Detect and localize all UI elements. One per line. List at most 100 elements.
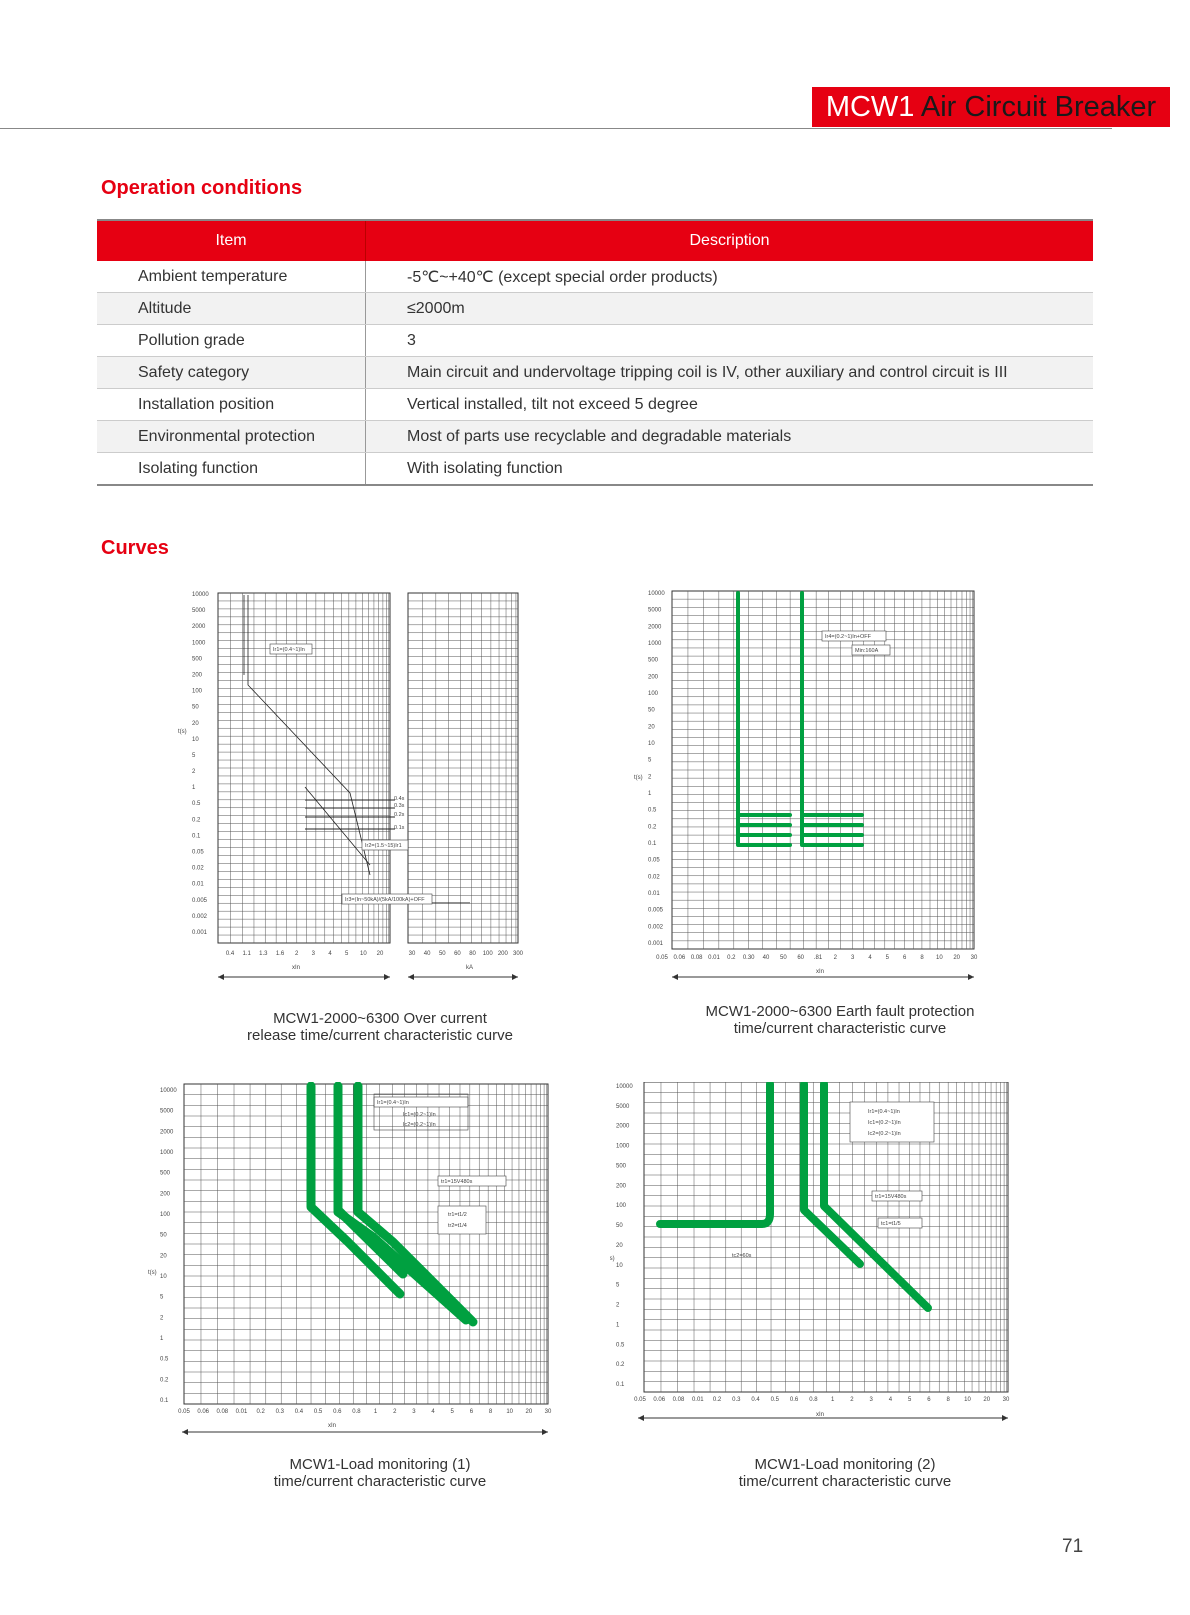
header-model: MCW1 xyxy=(825,91,915,123)
y-tick-label: 2 xyxy=(160,1315,164,1321)
x-tick-label: 0.05 xyxy=(178,1409,190,1415)
arrow-head xyxy=(672,974,678,980)
annotation-label: tr2=t1/4 xyxy=(448,1223,467,1229)
arrow-head xyxy=(512,974,518,980)
x-tick-label: 5 xyxy=(908,1397,912,1403)
x-tick-label: 30 xyxy=(545,1409,552,1415)
annotation-box xyxy=(821,630,887,642)
x-tick-label: 0.4 xyxy=(295,1409,304,1415)
x-tick-label: 30 xyxy=(971,955,978,961)
table-cell-item: Installation position xyxy=(97,388,366,421)
annotation-box xyxy=(437,1175,507,1187)
overload-curve xyxy=(247,595,371,876)
x-tick-label: 0.3 xyxy=(732,1397,741,1403)
y-tick-label: 0.2 xyxy=(160,1377,169,1383)
arrow-head xyxy=(1002,1415,1008,1421)
y-tick-label: 500 xyxy=(616,1163,627,1169)
x-tick-label: 1.1 xyxy=(242,951,251,957)
table-cell-description: 3 xyxy=(365,324,1093,357)
x-tick-label: 8 xyxy=(947,1397,951,1403)
y-tick-label: 20 xyxy=(616,1243,623,1249)
header-rule xyxy=(0,128,1112,129)
y-tick-label: 200 xyxy=(192,672,203,678)
y-tick-label: 10 xyxy=(648,741,655,747)
earth-fault-curve xyxy=(800,591,864,847)
x-tick-label: 300 xyxy=(513,951,524,957)
y-tick-label: 200 xyxy=(616,1183,627,1189)
y-tick-label: 0.005 xyxy=(648,908,664,914)
y-tick-label: 50 xyxy=(616,1223,623,1229)
load-curve-ic2 xyxy=(353,1082,478,1327)
annotation-group-box xyxy=(373,1093,469,1131)
table-cell-description: -5℃~+40℃ (except special order products) xyxy=(365,261,1093,293)
x-tick-label: 0.2 xyxy=(256,1409,265,1415)
y-tick-label: 10000 xyxy=(192,592,209,598)
y-tick-label: 0.2 xyxy=(616,1362,625,1368)
y-tick-label: 10 xyxy=(616,1263,623,1269)
caption-line: MCW1-2000~6300 Earth fault protection xyxy=(705,1003,975,1020)
annotation-label: 0.2s xyxy=(394,812,405,818)
y-tick-label: 10 xyxy=(192,737,199,743)
load-curve-ic1 xyxy=(306,1082,405,1299)
arrow-head xyxy=(182,1429,188,1435)
annotation-box xyxy=(877,1217,923,1229)
y-tick-label: 0.002 xyxy=(192,914,208,920)
y-tick-label: 5000 xyxy=(616,1104,630,1110)
x-tick-label: 0.05 xyxy=(656,955,668,961)
x-tick-label: 0.4 xyxy=(751,1397,760,1403)
x-tick-label: 1.3 xyxy=(259,951,268,957)
y-tick-label: 5 xyxy=(648,758,652,764)
annotation-label: tr1=t1/2 xyxy=(448,1212,467,1218)
x-tick-label: 0.4 xyxy=(226,951,235,957)
y-tick-label: 1000 xyxy=(192,640,206,646)
y-tick-label: 1 xyxy=(192,785,196,791)
x-tick-label: 3 xyxy=(312,951,316,957)
annotation-label: Min:160A xyxy=(855,648,879,654)
y-tick-label: 50 xyxy=(160,1233,167,1239)
caption-line: time/current characteristic curve xyxy=(738,1473,952,1490)
x-tick-label: 4 xyxy=(328,951,332,957)
x-tick-label: 3 xyxy=(869,1397,873,1403)
caption-line: MCW1-2000~6300 Over current xyxy=(273,1010,487,1027)
x-tick-label: 4 xyxy=(868,955,872,961)
y-tick-label: 500 xyxy=(192,656,203,662)
y-tick-label: 1 xyxy=(648,791,652,797)
annotation-label: 0.4s xyxy=(394,796,405,802)
y-tick-label: 2000 xyxy=(648,624,662,630)
annotation-label: Ir1=(0.4~1)In xyxy=(377,1100,409,1106)
annotation-label: Ic2=(0.2~1)In xyxy=(868,1131,901,1137)
y-tick-label: 0.5 xyxy=(192,801,201,807)
x-tick-label: 40 xyxy=(424,951,431,957)
x-tick-label: .81 xyxy=(814,955,823,961)
x-tick-label: 0.06 xyxy=(197,1409,209,1415)
chart-caption: MCW1-2000~6300 Earth fault protection ti… xyxy=(655,1003,1025,1037)
y-tick-label: 1000 xyxy=(160,1150,174,1156)
table-cell-item: Environmental protection xyxy=(97,420,366,453)
y-tick-label: 200 xyxy=(648,674,659,680)
x-tick-label: 0.8 xyxy=(809,1397,818,1403)
load-curve-branch xyxy=(333,1205,408,1279)
chart-caption: MCW1-2000~6300 Over current release time… xyxy=(200,1010,560,1044)
table-row: Pollution grade 3 xyxy=(97,324,1093,357)
y-tick-label: 20 xyxy=(160,1253,167,1259)
y-tick-label: 0.05 xyxy=(648,858,660,864)
y-tick-label: 0.02 xyxy=(192,866,204,872)
x-tick-label: 2 xyxy=(834,955,838,961)
section-title-curves: Curves xyxy=(101,537,169,559)
table-cell-description: With isolating function xyxy=(365,452,1093,486)
x-tick-label: 0.6 xyxy=(790,1397,799,1403)
arrow-head xyxy=(384,974,390,980)
x-tick-label: 0.05 xyxy=(634,1397,646,1403)
x-tick-label: 5 xyxy=(345,951,349,957)
y-tick-label: 0.001 xyxy=(192,930,208,936)
annotation-box xyxy=(341,893,433,905)
x-tick-label: 4 xyxy=(431,1409,435,1415)
x-tick-label: 50 xyxy=(780,955,787,961)
y-tick-label: 0.1 xyxy=(616,1382,625,1388)
annotation-label: tc2=60s xyxy=(732,1253,752,1259)
y-tick-label: 0.5 xyxy=(616,1342,625,1348)
y-tick-label: 0.2 xyxy=(192,817,201,823)
load-curve-ic2 xyxy=(820,1082,932,1312)
annotation-box xyxy=(361,839,409,851)
caption-line: MCW1-Load monitoring (1) xyxy=(289,1456,471,1473)
